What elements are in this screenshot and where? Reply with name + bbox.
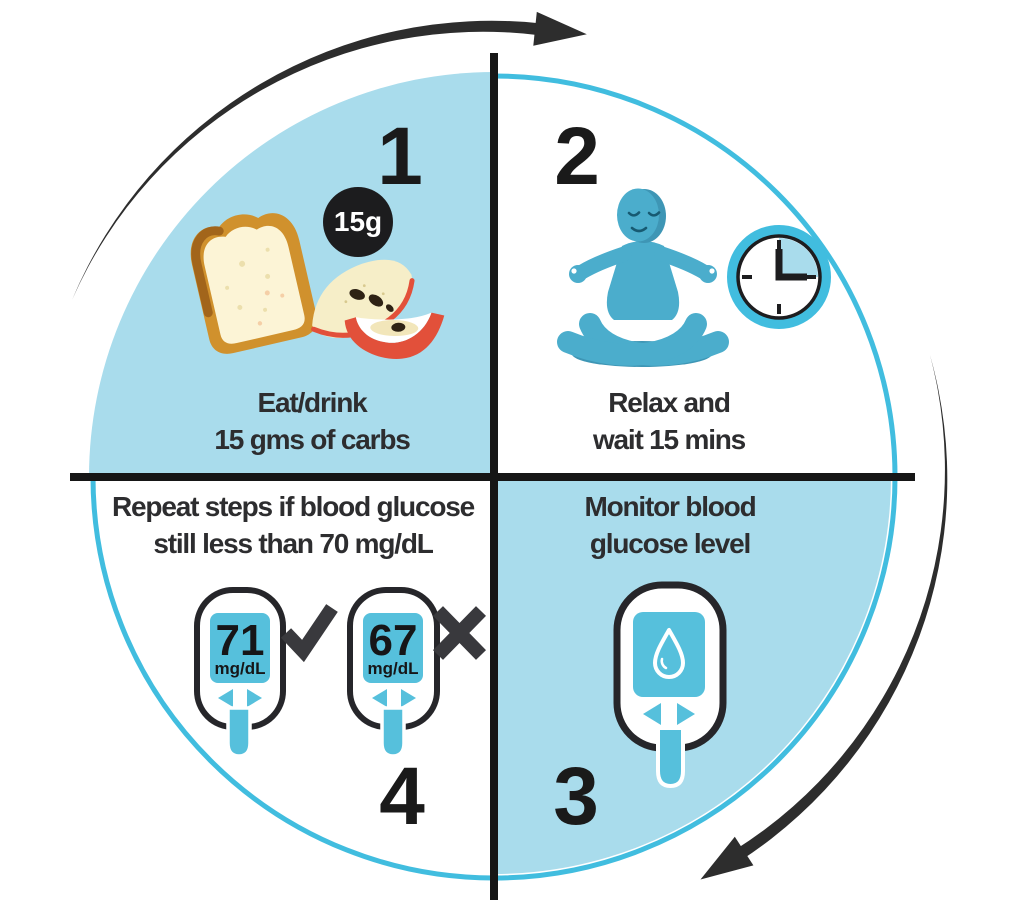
circle-outline-bottom-left	[90, 476, 495, 881]
check-icon	[280, 604, 338, 663]
glucose-meter-icon	[613, 581, 727, 788]
right-arrow-button-icon	[677, 703, 695, 725]
caption-line: wait 15 mins	[592, 424, 746, 455]
cycle-arrow-bottom	[700, 355, 948, 880]
caption-line: Relax and	[608, 387, 731, 418]
step-1-number: 1	[377, 111, 423, 202]
meter-unit: mg/dL	[368, 659, 419, 678]
test-strip	[226, 706, 252, 758]
glucose-meter-pass: 71 mg/dL	[194, 587, 338, 758]
step-4-number: 4	[379, 751, 425, 842]
left-arrow-button-icon	[643, 703, 661, 725]
step-2-caption: Relax and wait 15 mins	[489, 384, 849, 458]
glucose-meter-fail: 67 mg/dL	[347, 587, 487, 758]
caption-line: Eat/drink	[257, 387, 367, 418]
cross-divider	[70, 53, 915, 900]
caption-line: still less than 70 mg/dL	[153, 528, 433, 559]
test-strip	[656, 726, 685, 788]
step-3-number: 3	[553, 751, 599, 842]
step-4-caption: Repeat steps if blood glucose still less…	[53, 488, 533, 562]
meter-unit: mg/dL	[215, 659, 266, 678]
quarter-hour-wedge	[779, 238, 818, 277]
cycle-arrow-top	[72, 11, 587, 301]
meditating-person-icon	[557, 188, 729, 367]
caption-line: Repeat steps if blood glucose	[112, 491, 475, 522]
arrowhead-icon	[700, 836, 754, 880]
clock-hands	[775, 249, 807, 281]
caption-line: 15 gms of carbs	[214, 424, 410, 455]
test-strip	[380, 706, 406, 758]
meter-reading: 71	[216, 616, 265, 665]
x-icon	[432, 606, 487, 660]
blood-drop-icon	[653, 628, 685, 679]
apple-wedge-icon	[344, 312, 445, 359]
horizontal-divider-line	[70, 473, 915, 481]
clock-quarter-icon	[727, 225, 831, 329]
bread-slice-icon	[190, 213, 318, 354]
arrowhead-icon	[533, 11, 587, 46]
caption-line: Monitor blood	[584, 491, 756, 522]
step-3-caption: Monitor blood glucose level	[490, 488, 850, 562]
caption-line: glucose level	[589, 528, 751, 559]
apple-slice-icon	[311, 259, 415, 338]
step-2-number: 2	[554, 111, 600, 202]
step-1-caption: Eat/drink 15 gms of carbs	[132, 384, 492, 458]
carbs-badge: 15g	[323, 187, 393, 257]
meter-reading: 67	[369, 616, 418, 665]
